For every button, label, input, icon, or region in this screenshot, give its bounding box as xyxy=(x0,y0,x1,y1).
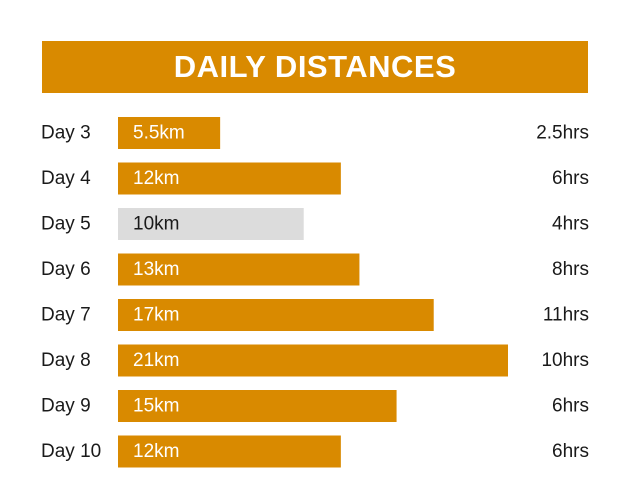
distance-value-label: 13km xyxy=(133,259,179,280)
hours-label: 6hrs xyxy=(552,396,589,417)
category-label: Day 5 xyxy=(41,214,91,235)
distance-value-label: 12km xyxy=(133,168,179,189)
hours-label: 2.5hrs xyxy=(536,123,589,144)
category-label: Day 3 xyxy=(41,123,91,144)
hours-label: 6hrs xyxy=(552,441,589,462)
category-label: Day 10 xyxy=(41,441,101,462)
distance-value-label: 17km xyxy=(133,305,179,326)
distance-value-label: 12km xyxy=(133,441,179,462)
distance-bar xyxy=(118,299,434,331)
hours-label: 6hrs xyxy=(552,168,589,189)
distance-value-label: 5.5km xyxy=(133,123,185,144)
distance-bar xyxy=(118,162,341,195)
distance-bar xyxy=(118,390,397,422)
category-label: Day 9 xyxy=(41,396,91,417)
chart-title-banner: DAILY DISTANCES xyxy=(42,41,588,93)
category-label: Day 6 xyxy=(41,259,91,280)
hours-label: 10hrs xyxy=(541,350,589,371)
distance-bar xyxy=(118,344,508,377)
hours-label: 11hrs xyxy=(543,305,589,326)
distance-bar xyxy=(118,253,360,286)
distance-bar xyxy=(118,117,221,149)
hours-label: 4hrs xyxy=(552,214,589,235)
distance-value-label: 21km xyxy=(133,350,179,371)
distance-value-label: 15km xyxy=(133,396,179,417)
distance-value-label: 10km xyxy=(133,214,179,235)
chart-title: DAILY DISTANCES xyxy=(173,49,457,84)
distance-bar xyxy=(118,435,341,468)
hours-label: 8hrs xyxy=(552,259,589,280)
category-label: Day 8 xyxy=(41,350,91,371)
category-label: Day 7 xyxy=(41,305,91,326)
category-label: Day 4 xyxy=(41,168,91,189)
distance-bar xyxy=(118,208,304,240)
